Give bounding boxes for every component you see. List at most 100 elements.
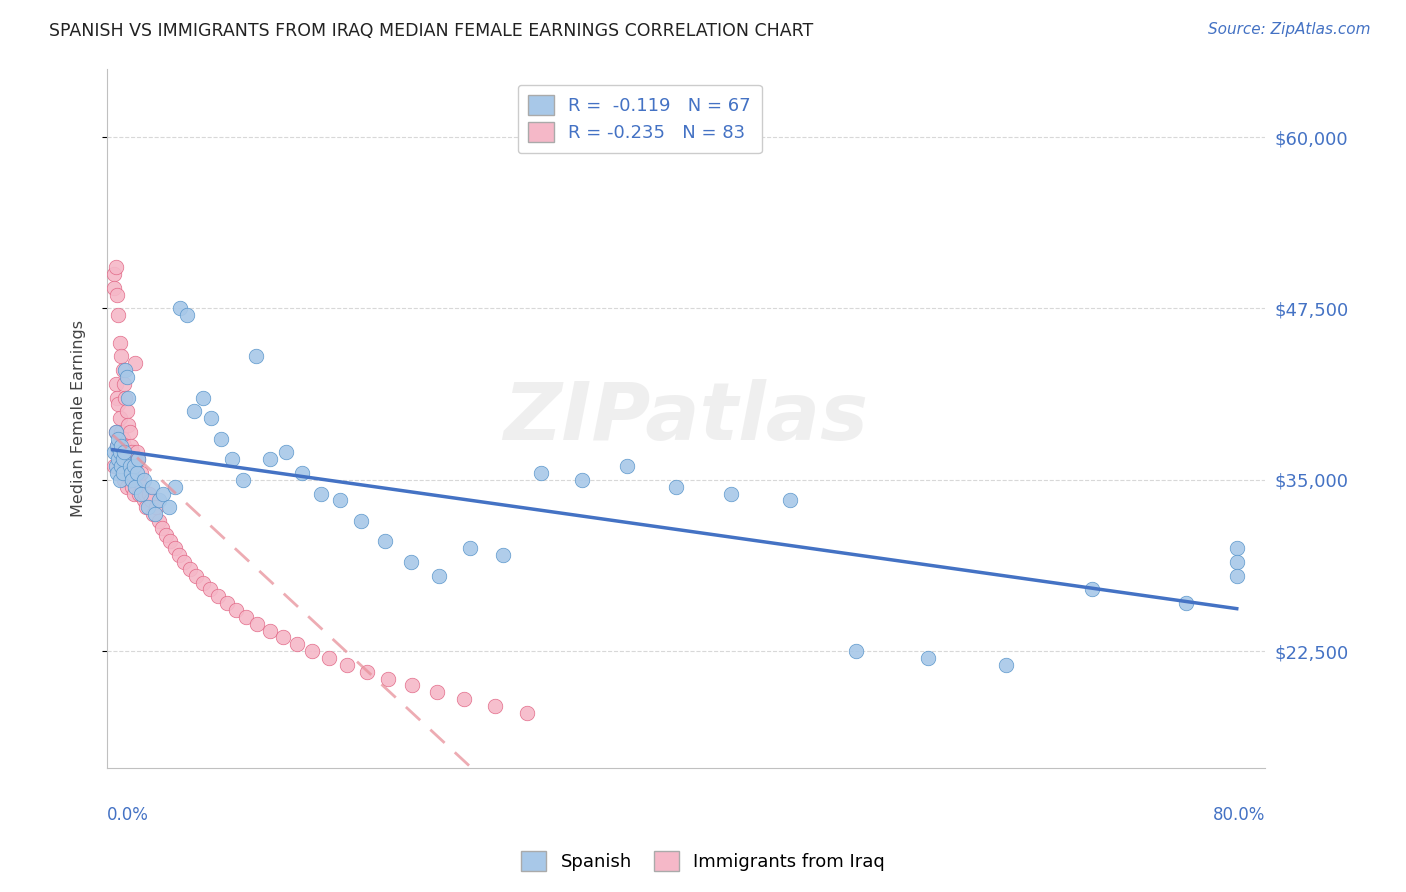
- Point: [112, 438, 135, 452]
- Point: [143, 507, 166, 521]
- Point: [117, 417, 139, 432]
- Point: [184, 568, 207, 582]
- Point: [145, 500, 167, 515]
- Point: [163, 480, 186, 494]
- Point: [103, 281, 125, 295]
- Point: [139, 493, 162, 508]
- Point: [105, 391, 128, 405]
- Legend: Spanish, Immigrants from Iraq: Spanish, Immigrants from Iraq: [513, 844, 893, 879]
- Point: [125, 466, 148, 480]
- Legend: R =  -0.119   N = 67, R = -0.235   N = 83: R = -0.119 N = 67, R = -0.235 N = 83: [517, 85, 762, 153]
- Point: [157, 500, 180, 515]
- Point: [167, 548, 190, 562]
- Point: [131, 480, 153, 494]
- Point: [779, 493, 801, 508]
- Point: [110, 350, 132, 364]
- Point: [104, 376, 127, 391]
- Point: [173, 555, 195, 569]
- Text: SPANISH VS IMMIGRANTS FROM IRAQ MEDIAN FEMALE EARNINGS CORRELATION CHART: SPANISH VS IMMIGRANTS FROM IRAQ MEDIAN F…: [49, 22, 814, 40]
- Point: [111, 452, 134, 467]
- Point: [356, 665, 378, 679]
- Point: [108, 452, 131, 467]
- Point: [516, 706, 538, 720]
- Point: [127, 452, 149, 467]
- Point: [259, 452, 281, 467]
- Point: [917, 651, 939, 665]
- Point: [274, 445, 297, 459]
- Point: [399, 555, 422, 569]
- Point: [246, 616, 269, 631]
- Point: [115, 480, 138, 494]
- Point: [259, 624, 281, 638]
- Point: [1226, 541, 1249, 556]
- Point: [150, 521, 173, 535]
- Point: [138, 486, 160, 500]
- Point: [152, 486, 174, 500]
- Point: [104, 459, 127, 474]
- Point: [350, 514, 373, 528]
- Point: [1226, 555, 1249, 569]
- Point: [107, 308, 129, 322]
- Point: [134, 486, 156, 500]
- Point: [225, 603, 247, 617]
- Point: [105, 466, 128, 480]
- Point: [191, 391, 214, 405]
- Point: [117, 391, 139, 405]
- Point: [118, 425, 141, 439]
- Point: [200, 411, 222, 425]
- Point: [108, 335, 131, 350]
- Point: [107, 432, 129, 446]
- Point: [301, 644, 323, 658]
- Point: [107, 397, 129, 411]
- Point: [110, 425, 132, 439]
- Point: [183, 404, 205, 418]
- Point: [108, 411, 131, 425]
- Point: [1081, 582, 1104, 597]
- Point: [571, 473, 593, 487]
- Point: [124, 480, 146, 494]
- Point: [221, 452, 243, 467]
- Point: [665, 480, 688, 494]
- Point: [121, 473, 143, 487]
- Point: [530, 466, 553, 480]
- Point: [110, 459, 132, 474]
- Point: [104, 260, 127, 275]
- Point: [112, 376, 135, 391]
- Point: [132, 493, 155, 508]
- Point: [124, 459, 146, 474]
- Point: [453, 692, 475, 706]
- Point: [115, 370, 138, 384]
- Point: [148, 514, 170, 528]
- Point: [114, 391, 136, 405]
- Point: [179, 562, 201, 576]
- Y-axis label: Median Female Earnings: Median Female Earnings: [72, 319, 86, 516]
- Point: [104, 425, 127, 439]
- Point: [103, 459, 125, 474]
- Point: [107, 452, 129, 467]
- Point: [105, 438, 128, 452]
- Point: [1226, 568, 1249, 582]
- Point: [616, 459, 638, 474]
- Point: [107, 445, 129, 459]
- Point: [198, 582, 221, 597]
- Point: [401, 678, 423, 692]
- Point: [207, 590, 229, 604]
- Point: [209, 432, 232, 446]
- Point: [108, 445, 131, 459]
- Point: [232, 473, 254, 487]
- Point: [112, 473, 135, 487]
- Point: [118, 459, 141, 474]
- Point: [120, 438, 142, 452]
- Point: [110, 438, 132, 452]
- Point: [155, 527, 177, 541]
- Point: [329, 493, 352, 508]
- Point: [120, 473, 142, 487]
- Point: [318, 651, 340, 665]
- Point: [215, 596, 238, 610]
- Point: [163, 541, 186, 556]
- Point: [136, 500, 159, 515]
- Point: [122, 459, 145, 474]
- Point: [309, 486, 332, 500]
- Point: [128, 486, 150, 500]
- Point: [105, 438, 128, 452]
